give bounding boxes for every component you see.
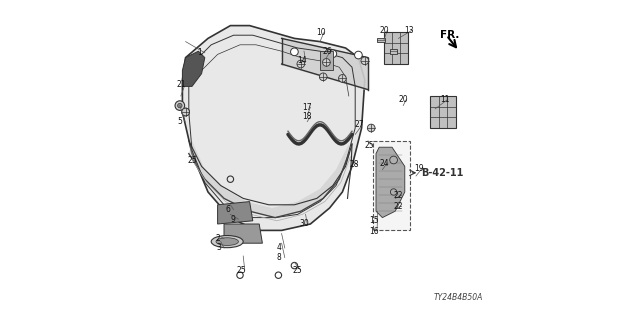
Text: 4: 4 xyxy=(277,244,282,252)
Circle shape xyxy=(182,108,189,116)
Text: 20: 20 xyxy=(398,95,408,104)
Text: 9: 9 xyxy=(230,215,236,224)
Polygon shape xyxy=(376,147,405,218)
Circle shape xyxy=(367,124,375,132)
Text: 5: 5 xyxy=(177,117,182,126)
Polygon shape xyxy=(320,51,333,70)
Circle shape xyxy=(390,156,397,164)
Circle shape xyxy=(297,60,305,68)
Ellipse shape xyxy=(216,238,238,245)
Text: 25: 25 xyxy=(292,266,303,275)
Circle shape xyxy=(175,101,185,110)
Text: 14: 14 xyxy=(298,56,307,65)
Text: 6: 6 xyxy=(226,205,230,214)
Text: 20: 20 xyxy=(380,26,389,35)
PathPatch shape xyxy=(189,141,349,218)
Circle shape xyxy=(390,189,397,195)
Text: 17: 17 xyxy=(302,103,312,112)
Text: FR.: FR. xyxy=(440,30,460,40)
Circle shape xyxy=(339,75,346,82)
Text: 19: 19 xyxy=(415,164,424,172)
Text: 22: 22 xyxy=(394,191,403,200)
Bar xyxy=(384,32,408,64)
Circle shape xyxy=(178,103,182,108)
Text: 28: 28 xyxy=(349,160,359,169)
Circle shape xyxy=(355,51,362,59)
Text: B-42-11: B-42-11 xyxy=(421,168,463,178)
Polygon shape xyxy=(182,26,365,230)
Circle shape xyxy=(323,59,330,66)
Text: 25: 25 xyxy=(237,266,246,275)
Text: 1: 1 xyxy=(197,48,202,57)
Polygon shape xyxy=(224,224,262,243)
Text: 18: 18 xyxy=(302,112,312,121)
Polygon shape xyxy=(218,202,253,224)
Text: 13: 13 xyxy=(404,26,413,35)
Text: 21: 21 xyxy=(177,80,186,89)
Text: 3: 3 xyxy=(216,244,221,252)
Text: 10: 10 xyxy=(316,28,326,36)
Circle shape xyxy=(361,57,369,65)
Ellipse shape xyxy=(211,236,243,248)
Text: 11: 11 xyxy=(440,95,449,104)
Text: 30: 30 xyxy=(300,220,309,228)
Polygon shape xyxy=(182,51,205,86)
Bar xyxy=(390,49,397,53)
Bar xyxy=(377,38,385,42)
Text: 25: 25 xyxy=(364,141,374,150)
Text: 15: 15 xyxy=(369,216,379,225)
Circle shape xyxy=(291,48,298,56)
Text: 24: 24 xyxy=(380,159,389,168)
Text: 8: 8 xyxy=(277,253,282,262)
Circle shape xyxy=(329,50,337,58)
Text: 25: 25 xyxy=(187,156,197,164)
Text: TY24B4B50A: TY24B4B50A xyxy=(434,293,483,302)
Circle shape xyxy=(319,73,327,81)
Text: 16: 16 xyxy=(369,227,379,236)
Text: 27: 27 xyxy=(355,120,364,129)
Text: 26: 26 xyxy=(323,47,332,56)
Text: 2: 2 xyxy=(216,234,221,243)
Bar xyxy=(372,141,410,230)
Text: 22: 22 xyxy=(394,202,403,211)
Bar xyxy=(430,96,456,128)
